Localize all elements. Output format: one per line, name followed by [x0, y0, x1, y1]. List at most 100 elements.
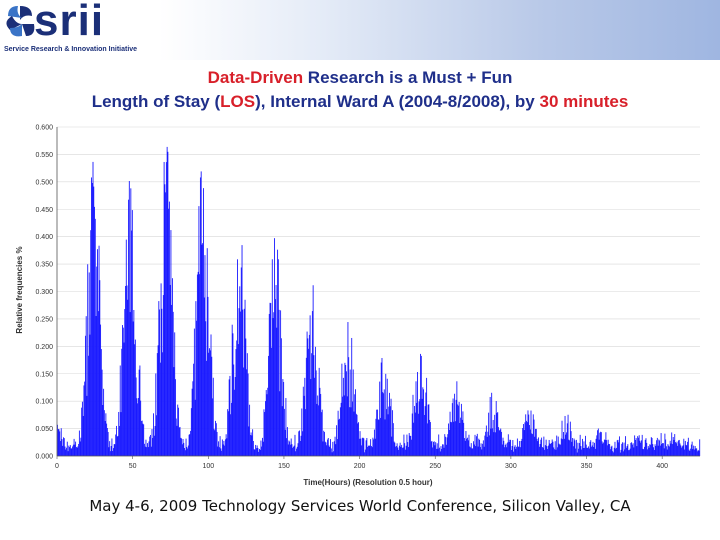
histogram-bar: [458, 401, 460, 456]
histogram-bar: [221, 450, 223, 456]
histogram-bar: [69, 445, 71, 456]
histogram-bar: [394, 442, 396, 456]
histogram-bar: [593, 447, 595, 456]
histogram-bar: [628, 450, 630, 456]
histogram-bar: [464, 440, 466, 456]
histogram-bar: [265, 390, 267, 456]
histogram-bar: [618, 442, 620, 456]
histogram-bar: [657, 445, 659, 456]
slide-title-line-2: Length of Stay (LOS), Internal Ward A (2…: [0, 92, 720, 112]
histogram-bar: [466, 438, 468, 456]
histogram-bar: [136, 398, 138, 456]
histogram-bar: [526, 422, 528, 456]
histogram-bar: [237, 344, 239, 456]
histogram-bar: [541, 447, 543, 456]
y-tick-label: 0.550: [35, 152, 53, 159]
histogram-bar: [66, 447, 67, 456]
histogram-bar: [131, 230, 133, 456]
histogram-bar: [588, 448, 590, 456]
histogram-bar: [564, 415, 566, 456]
histogram-bar: [175, 418, 177, 456]
histogram-bar: [120, 412, 122, 456]
histogram-bar: [383, 389, 385, 456]
histogram-bar: [349, 369, 351, 456]
histogram-bar: [641, 434, 643, 456]
histogram-bar: [437, 448, 439, 456]
histogram-bar: [563, 438, 565, 456]
histogram-bar: [576, 452, 578, 456]
histogram-bar: [150, 434, 151, 456]
histogram-bar: [219, 436, 221, 456]
histogram-bar: [327, 439, 328, 456]
histogram-bar: [628, 450, 630, 456]
histogram-bar: [302, 431, 303, 456]
histogram-bar: [594, 448, 596, 456]
histogram-bar: [511, 445, 513, 456]
histogram-bar: [696, 448, 698, 456]
histogram-bar: [344, 362, 346, 456]
histogram-bar: [205, 321, 207, 456]
histogram-bar: [408, 446, 409, 456]
histogram-bar: [162, 295, 164, 456]
histogram-bar: [663, 448, 665, 456]
histogram-bar: [81, 407, 83, 456]
histogram-bar: [188, 434, 190, 456]
histogram-bar: [585, 444, 587, 456]
histogram-bar: [633, 447, 635, 456]
histogram-bar: [297, 443, 299, 456]
histogram-bar: [444, 434, 446, 456]
title-highlight-data-driven: Data-Driven: [207, 68, 304, 87]
histogram-bar: [634, 440, 636, 456]
histogram-bar: [204, 255, 206, 456]
histogram-bar: [171, 304, 173, 456]
histogram-bar: [646, 442, 648, 456]
histogram-bar: [199, 274, 201, 456]
histogram-bar: [691, 441, 693, 456]
histogram-bar: [302, 386, 304, 456]
histogram-bar: [236, 340, 238, 456]
histogram-bar: [170, 230, 172, 456]
histogram-bar: [227, 409, 229, 456]
histogram-bar: [510, 449, 512, 456]
histogram-bar: [311, 353, 313, 456]
histogram-bar: [687, 441, 689, 456]
histogram-bar: [517, 446, 519, 456]
histogram-bar: [334, 436, 336, 456]
histogram-bar: [369, 445, 371, 456]
histogram-bar: [249, 434, 251, 456]
histogram-bar: [624, 449, 626, 456]
histogram-bar: [75, 441, 77, 456]
x-tick-label: 50: [129, 463, 137, 470]
histogram-bar: [501, 444, 503, 456]
histogram-bar: [324, 431, 325, 456]
histogram-bar: [649, 444, 651, 456]
histogram-bar: [611, 445, 613, 456]
histogram-bar: [241, 245, 243, 456]
histogram-bar: [127, 299, 129, 456]
histogram-bar: [506, 447, 508, 456]
histogram-bar: [630, 442, 632, 456]
x-tick-label: 350: [581, 463, 593, 470]
histogram-bar: [516, 446, 518, 456]
histogram-bar: [305, 357, 307, 456]
histogram-bar: [604, 439, 606, 456]
histogram-bar: [232, 333, 234, 456]
histogram-bar: [537, 441, 539, 456]
histogram-bar: [532, 434, 533, 456]
histogram-bar: [671, 432, 673, 456]
histogram-bar: [287, 444, 289, 456]
histogram-bar: [416, 402, 418, 456]
histogram-bar: [623, 442, 625, 456]
histogram-bar: [398, 445, 400, 456]
histogram-bar: [273, 312, 275, 456]
histogram-bar: [335, 444, 337, 456]
histogram-bar: [178, 427, 180, 456]
histogram-bar: [58, 429, 60, 456]
histogram-bar: [669, 440, 671, 456]
histogram-bar: [665, 439, 667, 456]
histogram-bar: [235, 349, 237, 456]
histogram-bar: [94, 218, 96, 456]
histogram-bar: [634, 435, 636, 456]
histogram-bar: [667, 444, 669, 456]
histogram-bar: [142, 423, 144, 456]
